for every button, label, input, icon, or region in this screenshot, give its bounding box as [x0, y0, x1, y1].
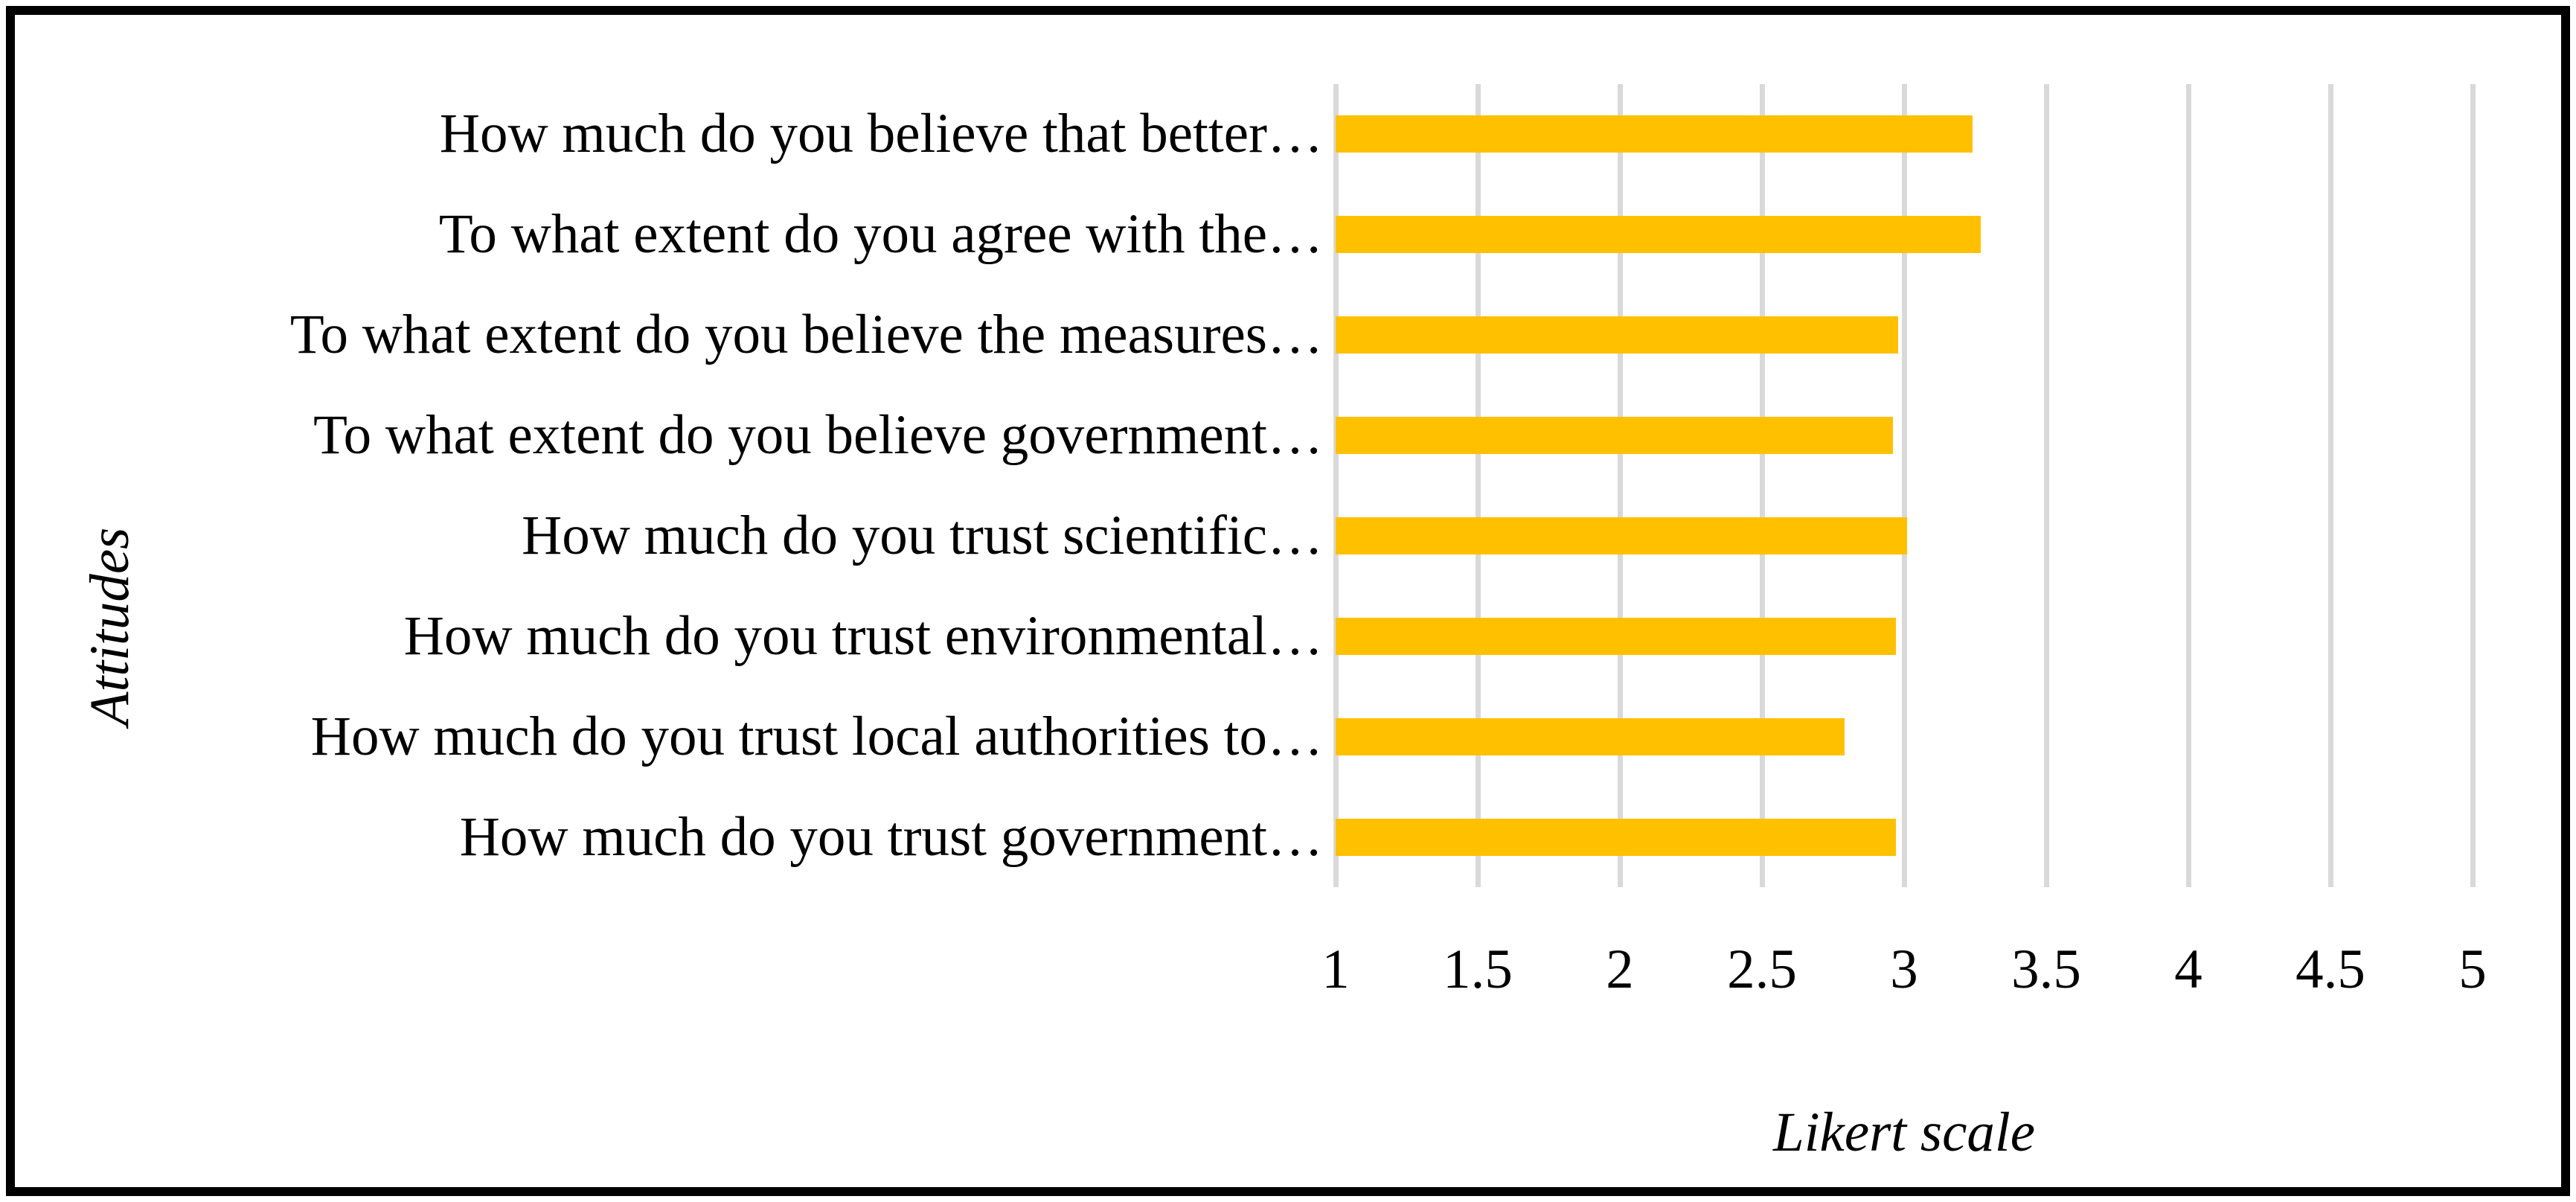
gridline	[2043, 84, 2049, 887]
bar	[1336, 316, 1899, 354]
gridline	[1617, 84, 1623, 887]
bar	[1336, 617, 1896, 655]
plot-area	[1333, 84, 2476, 887]
bar	[1336, 115, 1973, 153]
gridline	[2470, 84, 2476, 887]
bar	[1336, 417, 1893, 455]
gridline	[1333, 84, 1339, 887]
x-axis-title: Likert scale	[1772, 1102, 2036, 1163]
bar	[1336, 818, 1896, 856]
x-tick-label: 2.5	[1727, 939, 1797, 1000]
category-label: How much do you trust scientific…	[522, 504, 1323, 566]
category-label: To what extent do you believe government…	[313, 404, 1323, 467]
x-tick-label: 4.5	[2295, 939, 2365, 1000]
category-label: To what extent do you believe the measur…	[289, 304, 1323, 366]
category-label: How much do you trust environmental…	[403, 604, 1323, 667]
x-tick-label: 3.5	[2011, 939, 2081, 1000]
gridline	[1901, 84, 1907, 887]
x-tick-label: 3	[1890, 939, 1918, 1000]
x-tick-label: 5	[2458, 939, 2487, 1000]
gridline	[2185, 84, 2191, 887]
bar	[1336, 216, 1981, 254]
category-label: How much do you believe that better…	[439, 103, 1323, 165]
category-label: How much do you trust government…	[459, 805, 1323, 868]
x-tick-label: 4	[2174, 939, 2202, 1000]
x-tick-label: 2	[1606, 939, 1634, 1000]
bar	[1336, 717, 1845, 755]
gridline	[1475, 84, 1481, 887]
gridline	[1759, 84, 1765, 887]
category-labels: How much do you believe that better… To w…	[289, 103, 1323, 868]
category-label: To what extent do you agree with the…	[438, 203, 1323, 266]
gridline	[2327, 84, 2333, 887]
bar	[1336, 517, 1907, 554]
x-tick-label: 1.5	[1443, 939, 1513, 1000]
category-label: How much do you trust local authorities …	[310, 705, 1323, 767]
